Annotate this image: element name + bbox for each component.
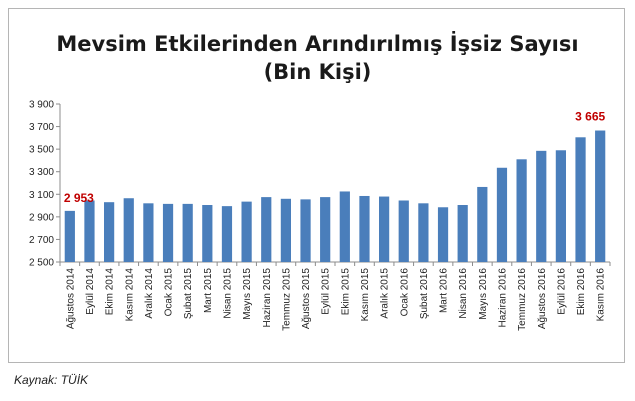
bar — [359, 195, 370, 262]
source-note: Kaynak: TÜİK — [14, 373, 89, 387]
x-tick-label: Şubat 2015 — [183, 268, 194, 320]
x-tick-label: Nisan 2015 — [222, 268, 233, 319]
bar — [496, 167, 508, 262]
y-tick-label: 3 300 — [29, 167, 54, 178]
x-tick-label: Haziran 2016 — [497, 268, 508, 328]
bar — [536, 150, 547, 262]
x-tick-label: Temmuz 2016 — [517, 268, 528, 331]
bar — [64, 210, 75, 262]
x-tick-label: Kasım 2015 — [360, 268, 371, 322]
bar — [320, 197, 331, 262]
x-tick-label: Mayıs 2016 — [478, 268, 489, 320]
bar — [300, 199, 311, 262]
x-tick-label: Kasım 2014 — [124, 268, 135, 322]
bar — [162, 203, 174, 262]
bar — [104, 202, 115, 262]
x-tick-label: Aralık 2014 — [144, 268, 155, 319]
bar — [261, 197, 272, 262]
data-label: 3 665 — [575, 110, 605, 124]
x-tick-label: Aralık 2015 — [380, 268, 391, 319]
x-tick-label: Ekim 2014 — [105, 268, 116, 316]
bar — [575, 137, 586, 262]
x-tick-label: Ocak 2016 — [399, 268, 410, 317]
y-tick-label: 3 100 — [29, 190, 54, 201]
bar — [123, 198, 134, 262]
bar — [143, 203, 154, 262]
data-label: 2 953 — [64, 191, 94, 205]
y-tick-label: 3 500 — [29, 145, 54, 156]
bar — [457, 205, 468, 262]
bar — [241, 201, 252, 262]
bar — [595, 130, 606, 262]
x-tick-label: Ağustos 2014 — [65, 268, 76, 330]
x-tick-label: Şubat 2016 — [419, 268, 430, 320]
x-tick-label: Ağustos 2015 — [301, 268, 312, 330]
bar — [84, 200, 95, 262]
y-tick-label: 2 700 — [29, 235, 54, 246]
bar — [221, 206, 233, 262]
x-tick-label: Eylül 2015 — [321, 268, 332, 315]
y-tick-label: 3 700 — [29, 122, 54, 133]
chart-subtitle: (Bin Kişi) — [263, 60, 372, 84]
x-tick-label: Ocak 2015 — [164, 268, 175, 317]
bar — [555, 150, 566, 262]
bar — [280, 198, 291, 262]
bar — [398, 200, 409, 262]
y-tick-label: 2 900 — [29, 212, 54, 223]
x-tick-label: Mayıs 2015 — [242, 268, 253, 320]
x-tick-label: Ekim 2016 — [576, 268, 587, 316]
bar — [202, 205, 213, 262]
bar — [516, 159, 527, 262]
x-tick-label: Kasım 2016 — [596, 268, 607, 322]
x-tick-label: Ekim 2015 — [340, 268, 351, 316]
bar — [477, 186, 488, 262]
x-tick-label: Mart 2016 — [439, 268, 450, 313]
bar — [339, 191, 350, 262]
chart-title: Mevsim Etkilerinden Arındırılmış İşsiz S… — [56, 32, 579, 56]
x-tick-label: Nisan 2016 — [458, 268, 469, 319]
x-tick-label: Mart 2015 — [203, 268, 214, 313]
bar — [437, 207, 449, 262]
bar — [379, 196, 390, 262]
x-tick-label: Eylül 2014 — [85, 268, 96, 315]
x-tick-label: Haziran 2015 — [262, 268, 273, 328]
bar — [418, 203, 429, 262]
y-tick-label: 3 900 — [29, 100, 54, 111]
y-tick-label: 2 500 — [29, 258, 54, 269]
x-tick-label: Temmuz 2015 — [281, 268, 292, 331]
bar — [182, 203, 193, 262]
x-tick-label: Eylül 2016 — [556, 268, 567, 315]
x-tick-label: Ağustos 2016 — [537, 268, 548, 330]
